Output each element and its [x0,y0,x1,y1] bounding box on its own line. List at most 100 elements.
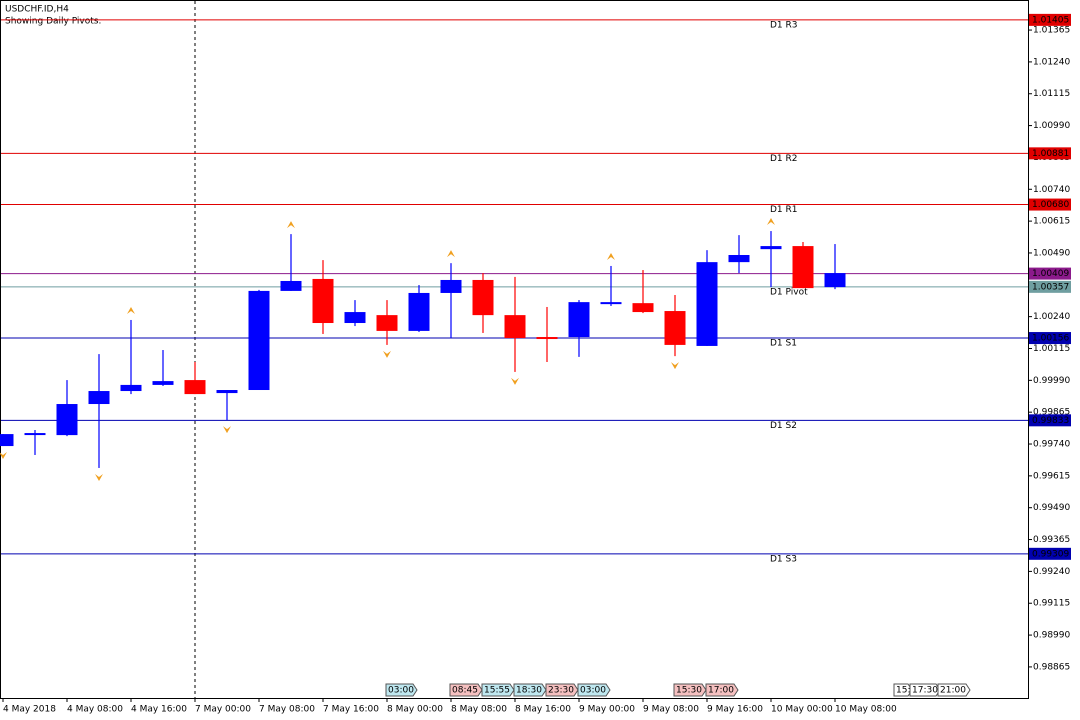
candle-body [152,381,174,385]
candle-body [728,254,750,263]
pivot-price-label: 1.01405 [1032,15,1069,25]
candle-body [280,280,302,291]
chart-title: USDCHF.ID,H4 [5,5,69,15]
fractal-up [767,218,775,226]
session-label: 17:30 [912,686,938,696]
y-tick-label: 1.01365 [1033,26,1070,36]
price-line-label: 1.00409 [1032,269,1069,279]
y-tick-label: 0.98990 [1033,631,1070,641]
pivot-name: D1 S1 [770,339,797,349]
pivot-price-box [1029,198,1071,211]
session-tag [545,683,579,697]
x-tick-label: 4 May 16:00 [131,705,187,715]
fractal-down [383,350,391,358]
x-tick-label: 7 May 00:00 [195,705,251,715]
candle-body [312,278,334,324]
x-tick-label: 8 May 16:00 [515,705,571,715]
session-tag [385,683,418,697]
session-label: 15:55 [484,686,510,696]
candle-body [184,380,206,395]
session-label: 18:30 [516,686,542,696]
pivot-name: D1 R2 [770,154,798,164]
y-tick-label: 0.99615 [1033,471,1070,481]
y-tick-label: 1.00490 [1033,248,1070,258]
y-tick-label: 0.99990 [1033,376,1070,386]
candle-body [88,391,110,405]
session-label: 21:00 [940,686,966,696]
session-tag [937,683,971,697]
candle-body [760,246,782,250]
candle-body [376,315,398,331]
session-tag [577,683,611,697]
y-tick-label: 1.00240 [1033,312,1070,322]
pivot-name: D1 R1 [770,205,798,215]
x-tick-label: 4 May 08:00 [67,705,123,715]
y-tick-label: 1.00115 [1033,344,1070,354]
pivot-name: D1 S3 [770,554,797,564]
candle-body [696,262,718,346]
pivot-price-label: 0.99309 [1032,549,1069,559]
session-label: 23:30 [548,686,574,696]
candle-body [56,404,78,436]
y-tick-label: 0.99365 [1033,535,1070,545]
pivot-price-label: 1.00156 [1032,334,1069,344]
pivot-name: D1 R3 [770,20,798,30]
pivot-price-label: 1.00680 [1032,200,1069,210]
session-label: 15:30 [676,686,702,696]
x-tick-label: 4 May 2018 [3,705,56,715]
candle-body [408,292,430,331]
candle-body [632,303,654,313]
session-label: 03:00 [580,686,606,696]
y-tick-label: 0.99115 [1033,599,1070,609]
fractal-up [447,250,455,258]
candle-body [568,302,590,338]
session-label: 03:00 [388,686,414,696]
y-tick-label: 0.99240 [1033,567,1070,577]
pivot-price-label: 0.99833 [1032,416,1069,426]
session-tag [673,683,707,697]
pivot-price-box [1029,414,1071,427]
fractal-down [0,452,7,460]
pivot-price-box [1029,332,1071,345]
y-tick-label: 0.99490 [1033,503,1070,513]
session-tag [449,683,483,697]
candle-body [24,433,46,436]
session-label: 15: [896,686,910,696]
candle-body [0,434,14,447]
session-label: 17:00 [708,686,734,696]
x-tick-label: 7 May 08:00 [259,705,315,715]
y-tick-label: 0.98865 [1033,662,1070,672]
candle-body [216,390,238,394]
pivot-name: D1 S2 [770,421,797,431]
y-tick-label: 0.99865 [1033,408,1070,418]
x-tick-label: 9 May 16:00 [707,705,763,715]
candle-body [344,312,366,324]
pivot-price-box [1029,13,1071,26]
candle-body [536,337,558,340]
candle-body [664,311,686,345]
candle-body [120,384,142,392]
fractal-down [95,473,103,481]
candle-body [504,315,526,339]
pivot-price-box [1029,547,1071,560]
pivot-price-label: 1.00357 [1032,282,1069,292]
fractal-down [511,377,519,385]
x-tick-label: 7 May 16:00 [323,705,379,715]
x-tick-label: 8 May 08:00 [451,705,507,715]
candle-body [600,302,622,305]
y-tick-label: 1.00615 [1033,217,1070,227]
candle-body [248,290,270,391]
candle-body [792,246,814,289]
x-tick-label: 9 May 00:00 [579,705,635,715]
x-tick-label: 10 May 00:00 [771,705,833,715]
pivot-price-box [1029,147,1071,160]
pivot-price-label: 1.00881 [1032,149,1069,159]
x-tick-label: 10 May 08:00 [835,705,897,715]
candle-body [440,279,462,293]
fractal-up [607,252,615,260]
x-tick-label: 9 May 08:00 [643,705,699,715]
y-tick-label: 1.00740 [1033,185,1070,195]
candle-body [824,273,846,288]
candle-body [472,279,494,316]
